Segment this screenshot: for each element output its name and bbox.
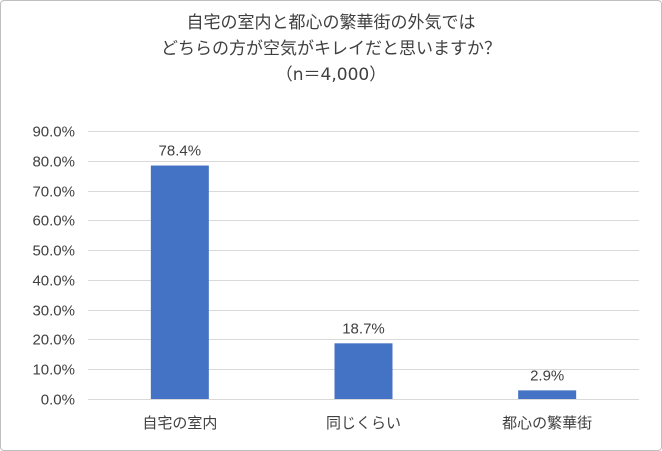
data-label: 2.9% (530, 367, 564, 384)
x-category-label: 自宅の室内 (142, 414, 217, 432)
data-label: 18.7% (342, 320, 385, 337)
y-tick-label: 90.0% (32, 124, 75, 141)
y-tick-label: 20.0% (32, 332, 75, 349)
y-tick-label: 70.0% (32, 184, 75, 201)
y-tick-label: 40.0% (32, 273, 75, 290)
x-category-label: 都心の繁華街 (502, 414, 592, 432)
y-tick-label: 0.0% (41, 392, 75, 409)
y-tick-label: 80.0% (32, 154, 75, 171)
y-tick-label: 60.0% (32, 213, 75, 230)
y-tick-label: 30.0% (32, 303, 75, 320)
chart-title-line-1: 自宅の室内と都心の繁華街の外気では (186, 13, 476, 33)
y-tick-label: 50.0% (32, 243, 75, 260)
y-tick-label: 10.0% (32, 362, 75, 379)
x-category-label: 同じくらい (326, 414, 401, 432)
data-label: 78.4% (159, 143, 202, 160)
bar (334, 343, 393, 399)
bar (150, 165, 209, 399)
chart-title-line-2: どちらの方が空気がキレイだと思いますか？ (161, 39, 501, 59)
bar (518, 390, 577, 399)
chart-title-line-3: （n＝4,000） (275, 65, 387, 85)
